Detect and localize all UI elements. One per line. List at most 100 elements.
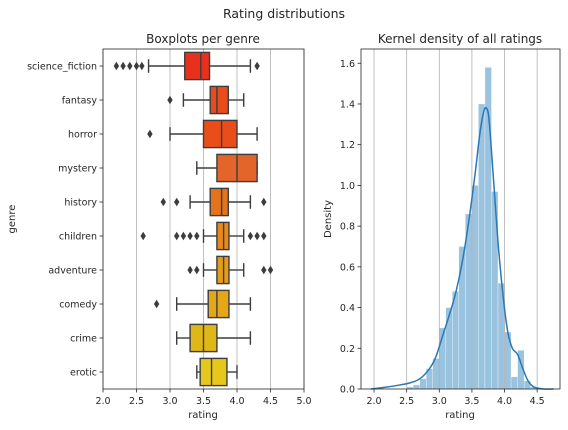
outlier-point — [174, 197, 180, 207]
boxplot-x-axis-label: rating — [188, 410, 218, 421]
outlier-point — [187, 231, 193, 241]
kde-line — [370, 106, 554, 390]
boxplot-title: Boxplots per genre — [146, 32, 260, 46]
boxplot-comedy — [153, 289, 252, 319]
boxplot-y-tick-label: fantasy — [62, 96, 98, 107]
outlier-point — [261, 197, 267, 207]
boxplot-y-axis-label: genre — [7, 205, 18, 234]
density-x-tick-label: 2.5 — [399, 396, 414, 407]
histogram-bar — [458, 246, 466, 390]
density-title: Kernel density of all ratings — [378, 32, 542, 46]
boxplot-science-fiction — [113, 51, 260, 81]
boxplot-y-tick-label: horror — [68, 130, 97, 141]
boxplot-x-tick-label: 5.0 — [296, 396, 311, 407]
box-iqr — [207, 289, 230, 319]
density-y-tick-label: 0.4 — [340, 303, 355, 314]
outlier-point — [153, 299, 160, 309]
histogram-bar — [510, 376, 518, 390]
boxplot-x-tick-label: 3.0 — [162, 396, 177, 407]
box-iqr — [199, 357, 228, 387]
outlier-point — [167, 95, 173, 105]
outlier-point — [267, 265, 274, 275]
density-y-tick-label: 0.2 — [340, 344, 355, 355]
outlier-point — [194, 231, 200, 241]
boxplot-mystery — [196, 153, 258, 183]
outlier-point — [113, 61, 120, 71]
boxplot-y-tick-label: mystery — [58, 164, 97, 175]
outlier-point — [160, 197, 166, 207]
boxplot-y-tick-label: erotic — [70, 368, 97, 379]
figure-suptitle: Rating distributions — [223, 6, 345, 21]
boxplot-x-tick-label: 4.0 — [229, 396, 244, 407]
boxplot-y-tick-label: science_fiction — [27, 62, 97, 73]
outlier-point — [147, 129, 153, 139]
histogram-bar — [413, 384, 420, 390]
density-gridlines — [373, 49, 538, 389]
outlier-point — [120, 61, 126, 71]
density-y-ticks: 0.0 0.2 0.4 0.6 0.8 1.0 1.2 1.4 1.6 — [340, 59, 361, 396]
boxplot-y-tick-label: comedy — [59, 300, 97, 311]
outlier-point — [261, 265, 267, 275]
density-x-tick-label: 4.0 — [497, 396, 512, 407]
histogram-bar — [445, 307, 453, 390]
boxplot-x-tick-label: 4.5 — [263, 396, 278, 407]
outlier-point — [194, 265, 200, 275]
density-x-tick-label: 3.0 — [432, 396, 447, 407]
outlier-point — [254, 231, 260, 241]
density-x-ticks: 2.0 2.5 3.0 3.5 4.0 4.5 — [366, 389, 545, 407]
outlier-point — [140, 231, 146, 241]
density-axes-frame — [360, 48, 561, 390]
density-x-tick-label: 2.0 — [366, 396, 381, 407]
boxplot-x-tick-label: 2.5 — [129, 396, 144, 407]
density-y-tick-label: 0.8 — [340, 222, 355, 233]
boxplot-horror — [147, 119, 258, 149]
density-y-tick-label: 0.0 — [340, 385, 355, 396]
outlier-point — [247, 231, 254, 241]
boxplot-y-tick-label: crime — [70, 334, 97, 345]
density-x-tick-label: 4.5 — [530, 396, 545, 407]
boxplot-y-tick-label: adventure — [48, 266, 97, 277]
outlier-point — [180, 231, 187, 241]
boxplot-x-tick-label: 3.5 — [196, 396, 211, 407]
box-iqr — [202, 119, 238, 149]
outlier-point — [254, 61, 260, 71]
boxplot-x-tick-label: 2.0 — [95, 396, 110, 407]
outlier-point — [174, 231, 180, 241]
boxplot-y-tick-label: children — [59, 232, 97, 243]
histogram-bar — [419, 378, 427, 390]
density-y-tick-label: 1.2 — [340, 140, 355, 151]
density-y-tick-label: 1.6 — [340, 59, 355, 70]
box-iqr — [209, 85, 229, 115]
boxplot-boxes — [113, 51, 274, 387]
outlier-point — [261, 231, 267, 241]
density-x-tick-label: 3.5 — [464, 396, 479, 407]
density-panel: Kernel density of all ratings 2.0 2.5 3.0 3… — [323, 32, 561, 421]
outlier-point — [187, 265, 193, 275]
boxplot-erotic — [196, 357, 238, 387]
density-kde-curve — [370, 106, 554, 390]
density-x-axis-label: rating — [445, 410, 475, 421]
box-iqr — [184, 51, 211, 81]
boxplot-fantasy — [167, 85, 245, 115]
boxplot-crime — [175, 323, 252, 353]
boxplot-panel: Boxplots per genre 2.0 2.5 3.0 3.5 4.0 4.5 5.0… — [7, 32, 312, 421]
density-y-tick-label: 1.4 — [340, 99, 355, 110]
box-iqr — [209, 187, 229, 217]
boxplot-history — [160, 187, 267, 217]
boxplot-y-tick-label: history — [64, 198, 97, 209]
boxplot-adventure — [187, 255, 274, 285]
outlier-point — [133, 61, 140, 71]
outlier-point — [127, 61, 133, 71]
density-y-tick-label: 0.6 — [340, 262, 355, 273]
density-y-tick-label: 1.0 — [340, 181, 355, 192]
outlier-point — [139, 61, 145, 71]
histogram-bar — [471, 185, 479, 390]
boxplot-x-ticks: 2.0 2.5 3.0 3.5 4.0 4.5 5.0 — [95, 389, 312, 407]
boxplot-children — [140, 221, 267, 251]
histogram-bar — [478, 103, 486, 390]
histogram-bar — [452, 291, 460, 390]
density-y-axis-label: Density — [323, 200, 334, 238]
